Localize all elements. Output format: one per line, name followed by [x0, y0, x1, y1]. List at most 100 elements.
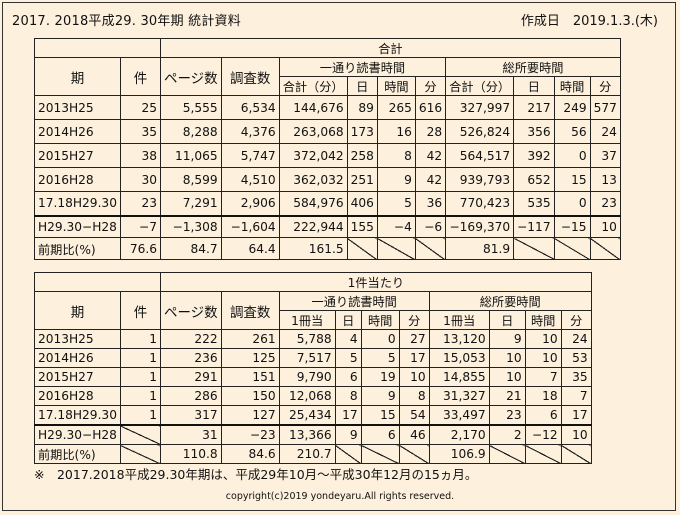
header-pages: ページ数	[159, 291, 222, 330]
total-hour-cell: −15	[553, 214, 591, 238]
total-hour-cell: 15	[553, 167, 591, 192]
surveys-cell: 5,747	[220, 143, 280, 168]
read-per-book-cell: 9,790	[278, 367, 336, 387]
read-min-cell: 10	[398, 367, 430, 387]
total-min-cell: 53	[560, 348, 592, 368]
total-hour-cell: 7	[524, 367, 562, 387]
header-total-time: 総所要時間	[445, 57, 621, 77]
header-reading-time: 一通り読書時間	[278, 57, 447, 77]
total-time-cell: 564,517	[445, 143, 515, 168]
period-cell: 17.18H29.30	[34, 405, 121, 426]
period-cell: 2013H25	[34, 95, 121, 120]
read-per-book-cell: 210.7	[278, 444, 336, 464]
read-day-cell: 9	[334, 424, 362, 445]
pages-cell: 8,288	[159, 119, 222, 144]
read-day-cell: 251	[346, 167, 378, 192]
total-time-cell: 526,824	[445, 119, 515, 144]
total-time-cell: 327,997	[445, 95, 515, 120]
group-header-per-item: 1件当たり	[159, 272, 592, 292]
read-min-cell: 28	[414, 119, 447, 144]
read-hour-cell: 5	[376, 191, 416, 216]
empty-cell	[488, 444, 526, 464]
header-period: 期	[34, 291, 121, 330]
total-min-cell: 10	[560, 424, 592, 445]
read-day-cell: 5	[334, 348, 362, 368]
pages-cell: 5,555	[159, 95, 222, 120]
total-day-cell: 10	[488, 348, 526, 368]
table-row: 2016H28 1 286 150 12,068 8 9 8 31,327 21…	[34, 386, 592, 406]
total-day-cell: 23	[488, 405, 526, 426]
total-per-book-cell: 13,120	[428, 329, 490, 349]
read-hour-cell: 0	[360, 329, 400, 349]
total-min-cell: 13	[589, 167, 621, 192]
total-day-cell: 356	[513, 119, 555, 144]
total-day-cell: −117	[513, 214, 555, 238]
read-hour-cell: 265	[376, 95, 416, 120]
pages-cell: 8,599	[159, 167, 222, 192]
count-cell: 23	[119, 191, 161, 216]
total-min-cell: 7	[560, 386, 592, 406]
period-cell: 2015H27	[34, 143, 121, 168]
sub-header-hour: 時間	[553, 76, 591, 96]
sub-header-day: 日	[346, 76, 378, 96]
ratio-row: 前期比(%) 110.8 84.6 210.7 106.9	[34, 444, 592, 464]
sub-header-per-book: 1冊当	[428, 310, 490, 330]
diff-row: H29.30−H28 −7 −1,308 −1,604 222,944 155 …	[34, 214, 621, 238]
empty-cell	[334, 444, 362, 464]
table-row: 2013H25 1 222 261 5,788 4 0 27 13,120 9 …	[34, 329, 592, 349]
read-total-cell: 161.5	[278, 237, 348, 260]
total-day-cell: 392	[513, 143, 555, 168]
read-min-cell: 42	[414, 167, 447, 192]
count-cell: 1	[119, 386, 161, 406]
surveys-cell: 64.4	[220, 237, 280, 260]
total-hour-cell: 249	[553, 95, 591, 120]
total-hour-cell: 10	[524, 348, 562, 368]
read-min-cell: 36	[414, 191, 447, 216]
surveys-cell: 127	[220, 405, 280, 426]
empty-cell	[346, 237, 378, 260]
total-day-cell: 652	[513, 167, 555, 192]
empty-cell	[414, 237, 447, 260]
diff-row: H29.30−H28 31 −23 13,366 9 6 46 2,170 2 …	[34, 424, 592, 445]
count-cell: 1	[119, 405, 161, 426]
read-min-cell: 42	[414, 143, 447, 168]
surveys-cell: 4,510	[220, 167, 280, 192]
count-cell: 1	[119, 329, 161, 349]
total-min-cell: 37	[589, 143, 621, 168]
read-per-book-cell: 13,366	[278, 424, 336, 445]
total-time-cell: 81.9	[445, 237, 515, 260]
total-time-cell: −169,370	[445, 214, 515, 238]
read-min-cell: 8	[398, 386, 430, 406]
header-reading-time: 一通り読書時間	[278, 291, 430, 311]
pages-cell: 7,291	[159, 191, 222, 216]
read-per-book-cell: 12,068	[278, 386, 336, 406]
total-min-cell: 23	[589, 191, 621, 216]
table-row: 2016H28 30 8,599 4,510 362,032 251 9 42 …	[34, 167, 621, 192]
surveys-cell: 6,534	[220, 95, 280, 120]
sub-header-hour: 時間	[524, 310, 562, 330]
pages-cell: 222	[159, 329, 222, 349]
read-hour-cell: 9	[376, 167, 416, 192]
sub-header-day: 日	[334, 310, 362, 330]
surveys-cell: 84.6	[220, 444, 280, 464]
table-row: 2015H27 38 11,065 5,747 372,042 258 8 42…	[34, 143, 621, 168]
total-day-cell: 9	[488, 329, 526, 349]
pages-cell: 236	[159, 348, 222, 368]
sub-header-per-book: 1冊当	[278, 310, 336, 330]
read-hour-cell: 8	[376, 143, 416, 168]
pages-cell: 291	[159, 367, 222, 387]
pages-cell: −1,308	[159, 214, 222, 238]
total-per-book-cell: 15,053	[428, 348, 490, 368]
period-cell: 2014H26	[34, 348, 121, 368]
total-min-cell: 577	[589, 95, 621, 120]
total-min-cell: 10	[589, 214, 621, 238]
count-cell: 1	[119, 348, 161, 368]
total-hour-cell: 0	[553, 191, 591, 216]
empty-cell	[376, 237, 416, 260]
table-row: 2013H25 25 5,555 6,534 144,676 89 265 61…	[34, 95, 621, 120]
read-per-book-cell: 5,788	[278, 329, 336, 349]
read-day-cell: 89	[346, 95, 378, 120]
period-cell: 2015H27	[34, 367, 121, 387]
empty-cell	[119, 444, 161, 464]
pages-cell: 31	[159, 424, 222, 445]
